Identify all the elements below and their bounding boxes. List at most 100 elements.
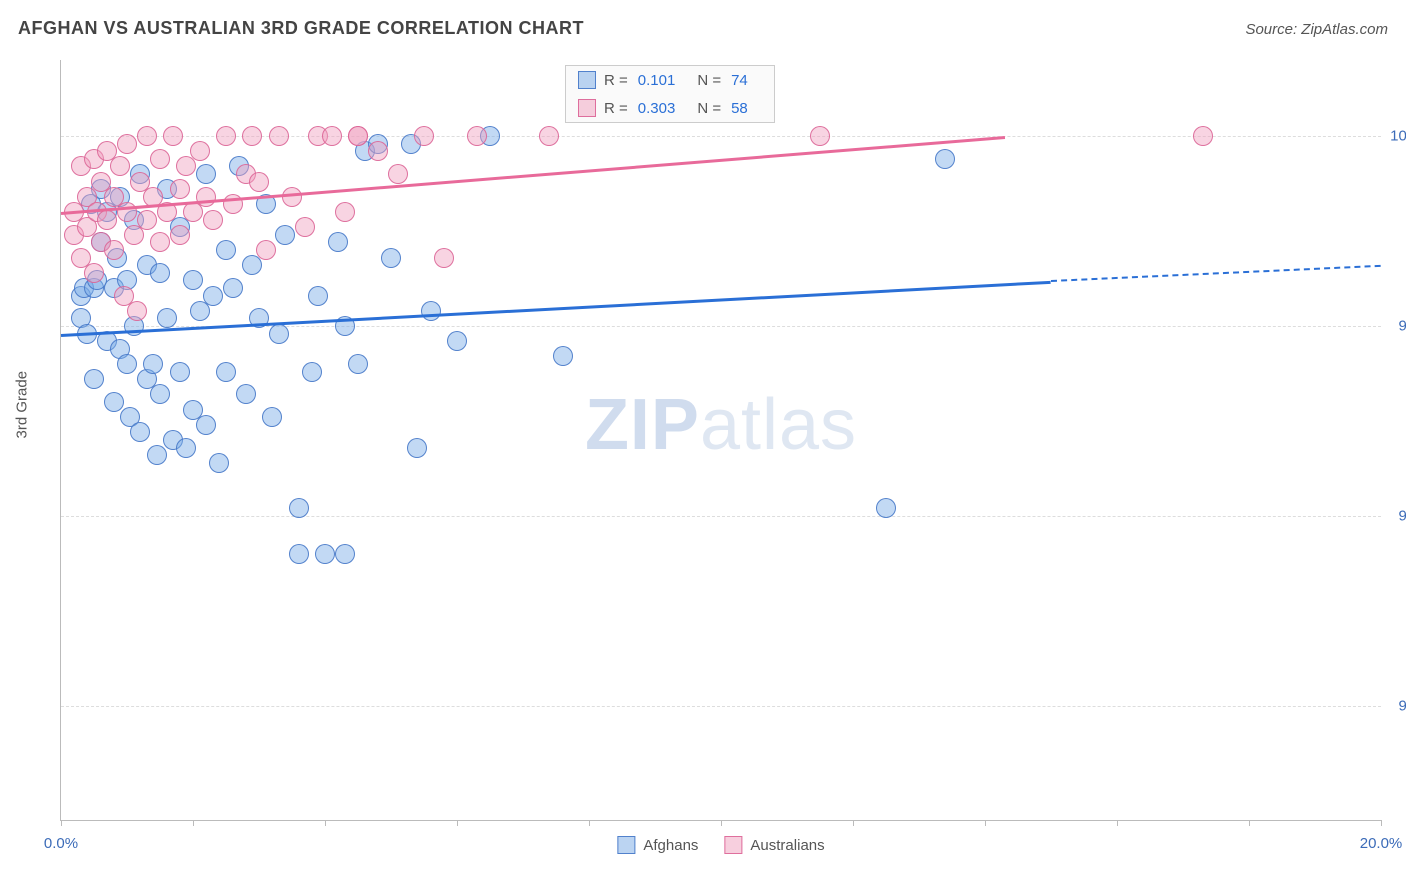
scatter-point <box>97 210 117 230</box>
xtick <box>985 820 986 826</box>
chart-title: AFGHAN VS AUSTRALIAN 3RD GRADE CORRELATI… <box>18 18 584 39</box>
scatter-point <box>1193 126 1213 146</box>
scatter-point <box>163 126 183 146</box>
legend-r-label: R = <box>604 72 628 89</box>
xtick <box>589 820 590 826</box>
scatter-point <box>381 248 401 268</box>
scatter-point <box>269 324 289 344</box>
scatter-point <box>117 202 137 222</box>
watermark: ZIPatlas <box>585 384 857 466</box>
scatter-point <box>170 225 190 245</box>
scatter-point <box>196 415 216 435</box>
scatter-point <box>282 187 302 207</box>
scatter-point <box>143 354 163 374</box>
scatter-point <box>196 187 216 207</box>
scatter-point <box>539 126 559 146</box>
scatter-point <box>104 240 124 260</box>
scatter-point <box>183 270 203 290</box>
scatter-point <box>414 126 434 146</box>
xtick <box>1117 820 1118 826</box>
ytick-label: 95.0% <box>1386 508 1406 525</box>
scatter-point <box>150 149 170 169</box>
scatter-point <box>216 362 236 382</box>
scatter-point <box>407 438 427 458</box>
scatter-point <box>157 308 177 328</box>
legend-top-row: R = 0.303 N = 58 <box>566 94 774 122</box>
ytick-label: 92.5% <box>1386 698 1406 715</box>
scatter-point <box>295 217 315 237</box>
swatch-blue-icon <box>617 836 635 854</box>
scatter-point <box>289 498 309 518</box>
scatter-point <box>147 445 167 465</box>
legend-r-label: R = <box>604 100 628 117</box>
xtick <box>457 820 458 826</box>
scatter-point <box>421 301 441 321</box>
scatter-point <box>84 263 104 283</box>
swatch-blue-icon <box>578 71 596 89</box>
scatter-point <box>289 544 309 564</box>
legend-n-value: 58 <box>731 100 748 117</box>
legend-bottom: Afghans Australians <box>617 836 824 854</box>
watermark-zip: ZIP <box>585 385 700 465</box>
scatter-point <box>275 225 295 245</box>
chart-header: AFGHAN VS AUSTRALIAN 3RD GRADE CORRELATI… <box>18 18 1388 39</box>
scatter-point <box>434 248 454 268</box>
scatter-point <box>150 263 170 283</box>
scatter-point <box>368 141 388 161</box>
scatter-point <box>388 164 408 184</box>
legend-top: R =0.101N =74R =0.303N =58 <box>565 65 775 123</box>
legend-n-label: N = <box>697 100 721 117</box>
scatter-point <box>203 210 223 230</box>
scatter-point <box>447 331 467 351</box>
swatch-pink-icon <box>724 836 742 854</box>
scatter-point <box>84 369 104 389</box>
scatter-point <box>935 149 955 169</box>
scatter-point <box>328 232 348 252</box>
xtick <box>853 820 854 826</box>
scatter-point <box>110 156 130 176</box>
chart-source: Source: ZipAtlas.com <box>1245 21 1388 38</box>
scatter-point <box>242 126 262 146</box>
scatter-point <box>236 384 256 404</box>
scatter-point <box>249 172 269 192</box>
scatter-point <box>810 126 830 146</box>
scatter-point <box>130 422 150 442</box>
xtick <box>193 820 194 826</box>
scatter-point <box>137 126 157 146</box>
legend-item-australians: Australians <box>724 836 824 854</box>
scatter-point <box>137 210 157 230</box>
scatter-point <box>335 544 355 564</box>
scatter-point <box>127 301 147 321</box>
scatter-point <box>150 384 170 404</box>
scatter-point <box>269 126 289 146</box>
scatter-point <box>176 438 196 458</box>
scatter-point <box>335 202 355 222</box>
scatter-point <box>196 164 216 184</box>
scatter-point <box>117 354 137 374</box>
scatter-point <box>553 346 573 366</box>
gridline <box>61 516 1381 517</box>
gridline <box>61 706 1381 707</box>
scatter-point <box>104 392 124 412</box>
xtick-label: 20.0% <box>1360 835 1403 852</box>
scatter-point <box>117 134 137 154</box>
scatter-point <box>209 453 229 473</box>
scatter-point <box>308 286 328 306</box>
plot-area: ZIPatlas Afghans Australians 92.5%95.0%9… <box>60 60 1381 821</box>
scatter-point <box>223 278 243 298</box>
watermark-rest: atlas <box>700 385 857 465</box>
y-axis-label: 3rd Grade <box>14 371 31 439</box>
scatter-point <box>203 286 223 306</box>
legend-r-value: 0.303 <box>638 100 676 117</box>
scatter-point <box>256 240 276 260</box>
scatter-point <box>216 240 236 260</box>
legend-label: Afghans <box>643 837 698 854</box>
scatter-point <box>467 126 487 146</box>
trend-line <box>1051 265 1381 282</box>
xtick <box>1381 820 1382 826</box>
scatter-point <box>170 179 190 199</box>
scatter-point <box>190 141 210 161</box>
scatter-point <box>150 232 170 252</box>
ytick-label: 97.5% <box>1386 318 1406 335</box>
swatch-pink-icon <box>578 99 596 117</box>
